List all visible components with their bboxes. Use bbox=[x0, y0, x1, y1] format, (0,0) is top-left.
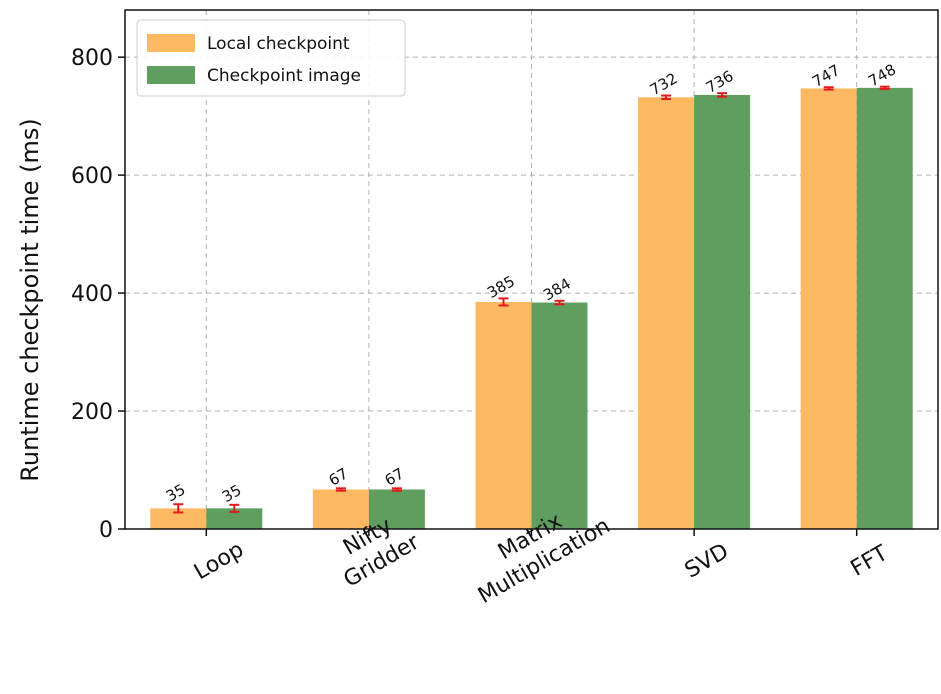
bar bbox=[638, 97, 695, 529]
bar bbox=[475, 301, 532, 529]
bar bbox=[368, 489, 425, 529]
x-tick-label: Loop bbox=[190, 537, 248, 585]
bar bbox=[531, 302, 588, 529]
x-tick-label-text: SVD bbox=[681, 539, 733, 584]
x-tick-label: FFT bbox=[847, 541, 893, 582]
x-tick-label-line: SVD bbox=[681, 539, 733, 584]
y-axis-label: Runtime checkpoint time (ms) bbox=[16, 118, 44, 481]
bar bbox=[206, 508, 263, 529]
y-tick-label: 0 bbox=[99, 518, 113, 543]
y-tick-label: 200 bbox=[71, 400, 113, 425]
x-tick-label-text: FFT bbox=[847, 541, 893, 582]
bar bbox=[150, 508, 207, 529]
y-tick-label: 800 bbox=[71, 46, 113, 71]
x-tick-label-text: Loop bbox=[190, 537, 248, 585]
legend-swatch bbox=[147, 34, 195, 52]
legend-box bbox=[136, 19, 406, 97]
legend-label: Local checkpoint bbox=[207, 34, 350, 54]
x-tick-label: SVD bbox=[681, 539, 733, 584]
legend: Local checkpoint Checkpoint image bbox=[136, 19, 406, 97]
legend-swatch bbox=[147, 66, 195, 84]
bar bbox=[312, 489, 369, 529]
y-tick-label: 600 bbox=[71, 164, 113, 189]
x-tick-label-line: Loop bbox=[190, 537, 248, 585]
bar bbox=[856, 87, 913, 529]
plot-frame bbox=[124, 9, 939, 530]
data-label: 35 bbox=[163, 480, 189, 505]
data-label: 67 bbox=[326, 464, 352, 489]
legend-label: Checkpoint image bbox=[207, 66, 361, 86]
data-label: 67 bbox=[382, 464, 408, 489]
x-tick-label-line: FFT bbox=[847, 541, 893, 582]
bar bbox=[800, 88, 857, 530]
data-label: 35 bbox=[219, 481, 245, 506]
bar bbox=[694, 94, 751, 529]
y-tick-label: 400 bbox=[71, 282, 113, 307]
